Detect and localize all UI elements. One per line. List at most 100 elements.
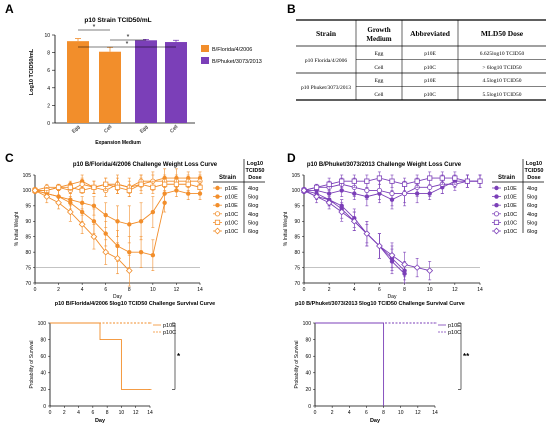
y-tick-label: 8 bbox=[47, 51, 50, 57]
x-tick-label: 0 bbox=[34, 287, 37, 293]
data-point bbox=[376, 242, 383, 250]
data-point bbox=[401, 261, 408, 268]
x-tick-label: 2 bbox=[57, 287, 60, 293]
x-tick-label: 8 bbox=[382, 410, 385, 416]
y-tick-label: 70 bbox=[25, 281, 31, 287]
x-tick-label: 6 bbox=[104, 287, 107, 293]
data-point bbox=[79, 181, 85, 187]
x-tick-label: Egg bbox=[71, 124, 82, 135]
chart-a-xlabel: Expansion Medium bbox=[95, 140, 141, 146]
x-tick-label: Cell bbox=[169, 124, 179, 134]
data-point bbox=[364, 178, 370, 184]
data-point bbox=[215, 194, 220, 199]
x-tick-label: 6 bbox=[378, 287, 381, 293]
significance-star: ** bbox=[463, 352, 470, 361]
bar bbox=[67, 41, 89, 123]
data-point bbox=[313, 184, 320, 190]
legend-series-name: p10E bbox=[225, 186, 238, 192]
data-point bbox=[138, 181, 144, 187]
data-point bbox=[376, 187, 383, 194]
legend-series-name: p10C bbox=[163, 330, 176, 336]
y-tick-label: 2 bbox=[47, 103, 50, 109]
data-point bbox=[103, 231, 108, 236]
data-point bbox=[150, 209, 156, 215]
y-tick-label: 0 bbox=[43, 404, 46, 410]
data-point bbox=[150, 253, 156, 258]
legend-swatch-florida bbox=[201, 45, 209, 52]
legend-series-dose: 4log bbox=[527, 212, 537, 218]
legend-series-name: p10E bbox=[504, 203, 517, 209]
chart-a-title: p10 Strain TCID50/mL bbox=[84, 17, 151, 24]
y-tick-label: 105 bbox=[23, 173, 32, 179]
panel-label-a: A bbox=[5, 2, 14, 16]
table-cell-strain-florida: p10 Florida/4/2006 bbox=[305, 58, 348, 64]
table-header-dose: MLD50 Dose bbox=[481, 29, 524, 38]
table-b: Strain Growth Medium Abbreviated MLD50 Do… bbox=[296, 19, 546, 101]
x-tick-label: 12 bbox=[133, 410, 139, 416]
x-axis-label: Day bbox=[370, 418, 381, 424]
bar bbox=[135, 40, 157, 123]
table-cell-medium: Egg bbox=[375, 78, 384, 84]
data-point bbox=[494, 203, 499, 208]
table-cell-strain-phuket: p10 Phuket/3073/2013 bbox=[301, 85, 351, 91]
data-point bbox=[493, 227, 500, 235]
x-axis-label: Day bbox=[388, 294, 397, 300]
x-tick-label: 12 bbox=[415, 410, 421, 416]
y-axis-label: % Initial Weight bbox=[283, 211, 289, 246]
legend-series-name: p10C bbox=[225, 220, 238, 226]
y-tick-label: 60 bbox=[305, 354, 311, 360]
legend-header-dose: Log10 TCID50 Dose bbox=[525, 161, 544, 181]
y-tick-label: 0 bbox=[308, 404, 311, 410]
x-tick-label: 0 bbox=[49, 410, 52, 416]
x-tick-label: 14 bbox=[432, 410, 438, 416]
data-point bbox=[388, 251, 396, 259]
data-point bbox=[350, 217, 358, 225]
data-point bbox=[114, 184, 121, 190]
data-point bbox=[78, 221, 86, 228]
y-tick-label: 90 bbox=[294, 219, 300, 225]
y-tick-label: 85 bbox=[25, 235, 31, 241]
y-tick-label: 40 bbox=[305, 371, 311, 377]
x-tick-label: 2 bbox=[63, 410, 66, 416]
x-tick-label: Cell bbox=[103, 124, 113, 134]
bar bbox=[165, 42, 187, 123]
data-point bbox=[103, 181, 109, 187]
data-point bbox=[493, 219, 500, 225]
legend-series-dose: 5log bbox=[248, 220, 258, 226]
legend-series-name: p10C bbox=[504, 229, 517, 235]
y-tick-label: 100 bbox=[292, 188, 301, 194]
y-tick-label: 60 bbox=[40, 354, 46, 360]
data-point bbox=[114, 254, 121, 262]
data-point bbox=[79, 187, 85, 194]
table-cell-medium: Cell bbox=[374, 92, 384, 98]
legend-series-dose: 6log bbox=[248, 203, 258, 209]
legend-series-name: p10C bbox=[448, 330, 461, 336]
table-cell-abbr: p10C bbox=[424, 65, 436, 71]
y-tick-label: 100 bbox=[38, 321, 47, 327]
data-point bbox=[91, 219, 97, 224]
x-axis-label: Day bbox=[113, 294, 122, 300]
x-tick-label: 6 bbox=[91, 410, 94, 416]
data-point bbox=[363, 230, 371, 237]
chart-c-weight-title: p10 B/Florida/4/2006 Challenge Weight Lo… bbox=[73, 162, 218, 168]
y-tick-label: 0 bbox=[47, 121, 50, 127]
legend-series-dose: 4log bbox=[248, 212, 258, 218]
legend-series-name: p10C bbox=[225, 229, 238, 235]
y-tick-label: 4 bbox=[47, 86, 50, 92]
bar bbox=[99, 51, 121, 123]
table-header-medium: Growth Medium bbox=[366, 26, 391, 43]
legend-header-dose-line: Log10 bbox=[247, 161, 263, 167]
y-tick-label: 90 bbox=[25, 219, 31, 225]
table-cell-medium: Cell bbox=[374, 65, 384, 71]
data-point bbox=[426, 267, 434, 275]
data-point bbox=[427, 184, 433, 190]
legend-swatch-phuket bbox=[201, 57, 209, 64]
legend-header-dose-line: TCID50 bbox=[525, 168, 544, 174]
data-point bbox=[126, 187, 132, 194]
data-point bbox=[351, 178, 357, 184]
legend-series-dose: 6log bbox=[527, 203, 537, 209]
data-point bbox=[31, 187, 39, 194]
data-point bbox=[162, 181, 168, 187]
data-point bbox=[127, 249, 132, 255]
